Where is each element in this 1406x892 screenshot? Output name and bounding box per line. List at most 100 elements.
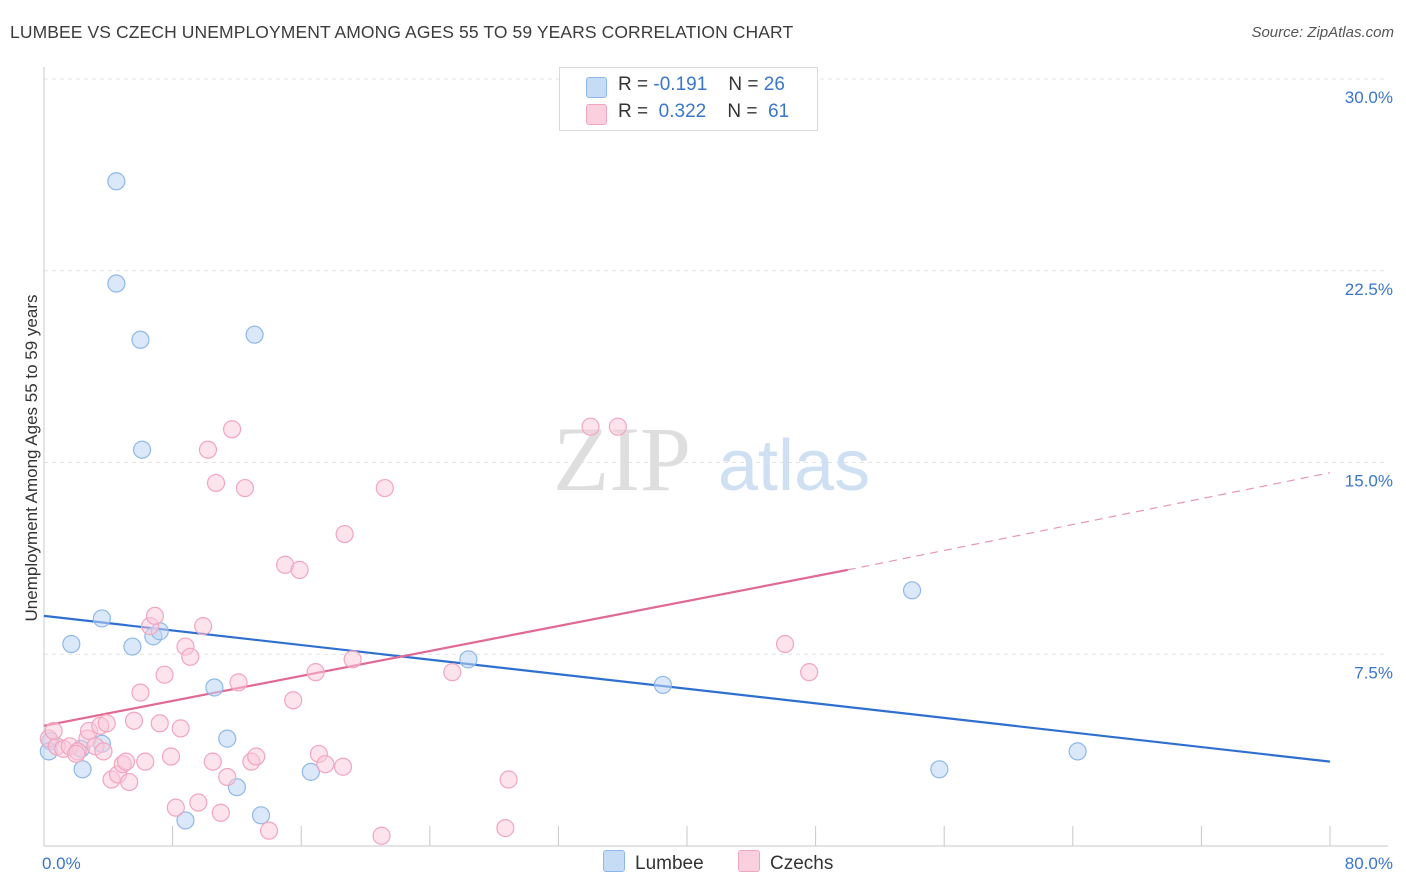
lumbee-point-22 xyxy=(902,581,922,600)
lumbee-point-2 xyxy=(62,634,81,654)
czechs-point-54 xyxy=(499,770,518,789)
lumbee-point-6 xyxy=(107,172,126,191)
czechs-n-label: N = xyxy=(727,101,758,122)
czechs-legend-swatch xyxy=(738,850,760,872)
czechs-point-57 xyxy=(775,634,795,654)
czechs-point-31 xyxy=(203,752,222,771)
czechs-point-21 xyxy=(150,714,169,733)
czechs-point-20 xyxy=(145,606,165,626)
czechs-point-37 xyxy=(235,478,255,498)
lumbee-point-21 xyxy=(653,675,672,695)
lumbee-trend-line xyxy=(43,614,1331,763)
watermark-atlas: atlas xyxy=(718,426,870,506)
y-axis-label: Unemployment Among Ages 55 to 59 years xyxy=(22,295,41,622)
grid-lines xyxy=(44,78,1388,655)
czechs-point-10 xyxy=(97,714,116,733)
lumbee-point-23 xyxy=(930,760,949,779)
czechs-point-40 xyxy=(259,821,279,840)
lumbee-point-14 xyxy=(205,678,224,697)
czechs-point-53 xyxy=(496,819,515,838)
czechs-point-17 xyxy=(131,683,150,702)
czechs-point-9 xyxy=(94,742,113,761)
czechs-point-60 xyxy=(44,721,63,741)
czechs-point-35 xyxy=(222,420,242,439)
czechs-point-29 xyxy=(194,617,213,636)
lumbee-point-7 xyxy=(107,274,126,293)
lumbee-point-4 xyxy=(92,609,111,628)
czechs-point-14 xyxy=(116,752,136,771)
y-tick-label-1: 15.0% xyxy=(1345,472,1393,491)
lumbee-n-label: N = xyxy=(728,74,759,95)
y-tick-label-2: 22.5% xyxy=(1345,280,1393,299)
y-tick-label-0: 7.5% xyxy=(1354,663,1393,682)
czechs-point-43 xyxy=(290,560,309,579)
czechs-point-27 xyxy=(181,647,200,666)
czechs-point-36 xyxy=(229,673,248,692)
czechs-point-23 xyxy=(161,747,181,766)
axes xyxy=(43,67,1388,847)
data-points xyxy=(39,172,1087,845)
lumbee-r-value: -0.191 xyxy=(653,74,708,95)
lumbee-n-value: 26 xyxy=(763,74,785,95)
czechs-point-15 xyxy=(120,772,139,792)
czechs-trend-line-dashed xyxy=(847,472,1331,571)
trend-lines xyxy=(43,472,1331,763)
czechs-point-24 xyxy=(166,798,185,817)
czechs-point-58 xyxy=(800,663,819,682)
lumbee-legend-label: Lumbee xyxy=(635,853,704,874)
watermark: ZIP atlas xyxy=(553,408,870,510)
lumbee-point-10 xyxy=(132,440,152,459)
czechs-point-44 xyxy=(306,663,325,682)
czechs-point-42 xyxy=(284,691,303,710)
x-tick-label-1: 80.0% xyxy=(1345,854,1393,873)
czechs-point-28 xyxy=(189,793,208,812)
lumbee-point-3 xyxy=(73,760,92,779)
czechs-point-22 xyxy=(155,665,174,684)
czechs-r-label: R = xyxy=(618,101,649,122)
czechs-point-51 xyxy=(375,478,394,498)
lumbee-point-18 xyxy=(251,806,271,825)
czechs-point-34 xyxy=(218,767,237,787)
chart-source: Source: ZipAtlas.com xyxy=(1251,24,1394,41)
lumbee-point-13 xyxy=(176,811,195,830)
czechs-point-59 xyxy=(67,744,86,764)
czechs-point-39 xyxy=(247,747,266,766)
tick-labels: 7.5% 15.0% 22.5% 30.0% 0.0% 80.0% xyxy=(42,88,1393,873)
czechs-point-47 xyxy=(333,757,353,776)
czechs-point-18 xyxy=(136,752,155,771)
czechs-r-value: 0.322 xyxy=(658,101,707,122)
x-tick-label-0: 0.0% xyxy=(42,854,81,873)
czechs-point-56 xyxy=(608,417,627,436)
lumbee-point-15 xyxy=(218,729,237,748)
lumbee-legend-swatch xyxy=(603,850,625,872)
lumbee-swatch xyxy=(586,77,607,98)
legend-item-lumbee: Lumbee xyxy=(603,850,704,875)
czechs-point-30 xyxy=(198,440,218,459)
czechs-point-25 xyxy=(171,719,190,738)
czechs-point-16 xyxy=(124,711,144,730)
czechs-point-48 xyxy=(335,524,354,544)
czechs-trend-line xyxy=(43,568,848,727)
czechs-point-55 xyxy=(581,417,600,436)
chart-title: LUMBEE VS CZECH UNEMPLOYMENT AMONG AGES … xyxy=(10,22,794,42)
lumbee-point-24 xyxy=(1068,742,1087,761)
czechs-point-52 xyxy=(443,663,462,682)
lumbee-point-9 xyxy=(131,330,150,349)
y-tick-label-3: 30.0% xyxy=(1345,88,1393,107)
lumbee-point-8 xyxy=(123,637,142,656)
correlation-legend: R = -0.191 N = 26 R = 0.322 N = 61 xyxy=(559,67,818,131)
lumbee-point-17 xyxy=(245,325,264,344)
lumbee-r-label: R = xyxy=(618,74,649,95)
czechs-point-32 xyxy=(206,473,226,493)
czechs-point-50 xyxy=(372,826,391,845)
legend-item-czechs: Czechs xyxy=(738,850,833,875)
czechs-point-49 xyxy=(343,650,362,669)
lumbee-point-20 xyxy=(459,650,478,669)
lumbee-point-19 xyxy=(301,762,320,781)
czechs-n-value: 61 xyxy=(768,101,790,122)
czechs-legend-label: Czechs xyxy=(770,853,834,874)
czechs-point-33 xyxy=(211,803,230,822)
czechs-swatch xyxy=(586,104,607,125)
czechs-point-46 xyxy=(316,755,335,774)
